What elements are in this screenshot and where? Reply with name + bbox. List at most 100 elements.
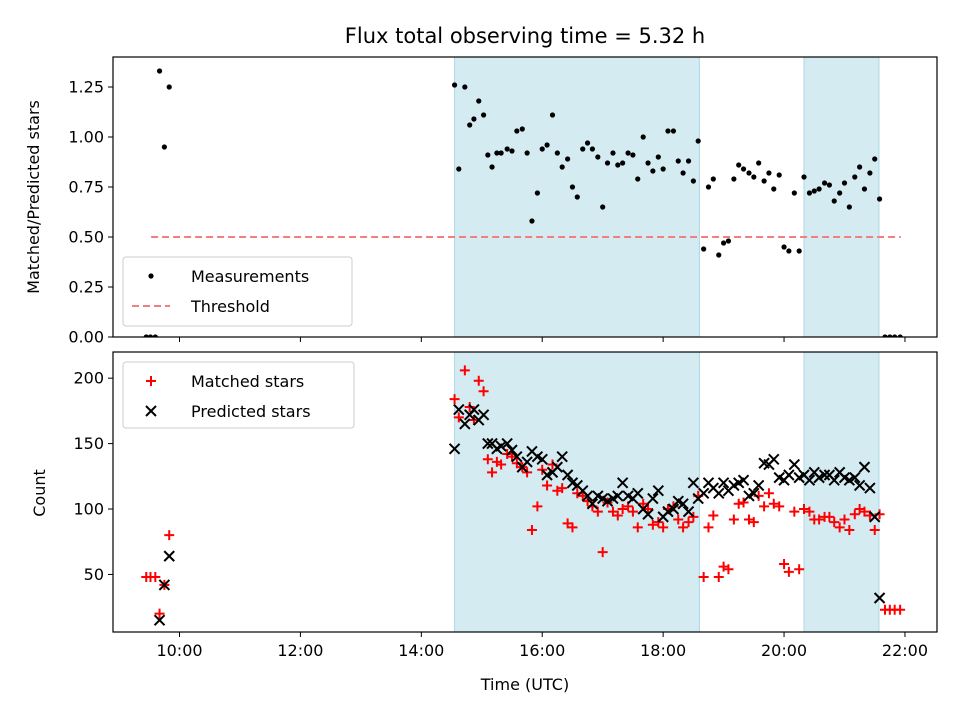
y-tick-label: 1.25	[68, 78, 104, 97]
measurements-point	[600, 204, 606, 210]
measurements-point	[685, 158, 692, 164]
predicted-stars-point	[642, 508, 654, 520]
observing-window-span	[803, 352, 880, 632]
predicted-stars-point	[511, 450, 523, 463]
bottom-panel: 50 100 150 200 10:00 12:00 14:00 16:00 18:00 20:0…	[73, 351, 938, 660]
matched-stars-point	[459, 365, 470, 376]
legend-label: Matched stars	[191, 372, 304, 391]
matched-stars-point	[834, 522, 845, 533]
measurements-point	[549, 112, 556, 118]
measurements-point	[509, 148, 515, 154]
measurements-point	[786, 248, 792, 254]
matched-stars-point	[526, 524, 537, 535]
legend-label: Measurements	[191, 267, 309, 286]
matched-stars-point	[673, 514, 684, 525]
measurements-point	[876, 196, 883, 202]
series-measurements	[143, 68, 903, 337]
measurements-point	[716, 252, 722, 258]
measurements-point	[761, 178, 767, 184]
measurements-point	[485, 152, 491, 158]
matched-stars-point	[688, 511, 699, 522]
predicted-stars-point	[864, 482, 876, 494]
predicted-stars-point	[482, 437, 494, 450]
predicted-stars-point	[632, 487, 644, 500]
measurements-point	[534, 190, 540, 196]
measurements-point	[665, 128, 671, 134]
predicted-stars-point	[158, 579, 171, 591]
measurements-point	[670, 128, 677, 134]
measurements-point	[615, 162, 621, 168]
measurements-point	[524, 150, 530, 156]
plot-area	[141, 352, 906, 632]
predicted-stars-point	[869, 511, 881, 523]
series-predicted-stars	[153, 403, 886, 626]
predicted-stars-point	[612, 490, 624, 502]
matched-stars-point	[577, 490, 588, 501]
measurements-point	[462, 84, 468, 90]
measurements-point	[494, 150, 500, 156]
measurements-point	[806, 190, 813, 196]
measurements-point	[498, 150, 504, 156]
measurements-point	[680, 170, 686, 176]
measurements-point	[640, 134, 646, 140]
matched-stars-point	[844, 524, 855, 535]
matched-stars-point	[542, 480, 553, 491]
measurements-point	[796, 248, 802, 254]
predicted-stars-point	[153, 614, 166, 626]
measurements-point	[554, 150, 560, 156]
measurements-point	[166, 84, 172, 90]
matched-stars-point	[728, 514, 739, 525]
matched-stars-point	[464, 401, 475, 412]
measurements-point	[791, 190, 797, 196]
matched-stars-point	[449, 394, 460, 405]
measurements-point	[816, 186, 822, 192]
matched-stars-point	[783, 566, 794, 577]
predicted-stars-point	[652, 484, 665, 497]
matched-stars-point	[698, 572, 709, 583]
predicted-stars-point	[677, 498, 689, 510]
measurements-point	[476, 98, 482, 104]
matched-stars-point	[597, 547, 608, 558]
matched-stars-point	[482, 454, 493, 465]
matched-stars-point	[532, 501, 543, 512]
measurements-point	[740, 166, 747, 172]
predicted-stars-point	[858, 461, 871, 473]
matched-stars-point	[632, 522, 643, 533]
measurements-point	[882, 334, 888, 337]
predicted-stars-point	[788, 458, 801, 471]
predicted-stars-point	[752, 479, 765, 492]
measurements-point	[565, 156, 571, 162]
predicted-stars-point	[667, 503, 680, 515]
measurements-point	[471, 116, 477, 122]
matched-stars-point	[869, 524, 880, 535]
measurements-point	[161, 144, 167, 150]
bottom-y-axis-label: Count	[30, 469, 49, 517]
predicted-stars-point	[459, 418, 471, 430]
predicted-stars-point	[737, 474, 750, 486]
y-tick-label: 200	[73, 369, 104, 388]
predicted-stars-point	[687, 477, 700, 489]
matched-stars-point	[473, 375, 484, 386]
predicted-stars-point	[163, 550, 175, 562]
predicted-stars-point	[468, 403, 480, 416]
predicted-stars-point	[768, 453, 780, 465]
matched-stars-point	[839, 514, 850, 525]
y-tick-label: 1.00	[68, 128, 104, 147]
measurements-point	[781, 244, 787, 250]
predicted-stars-point	[536, 453, 548, 465]
predicted-stars-point	[717, 477, 730, 489]
matched-stars-point	[814, 514, 825, 525]
predicted-stars-point	[506, 444, 518, 456]
measurements-point	[574, 194, 580, 200]
matched-stars-point	[627, 506, 638, 517]
matched-stars-point	[723, 564, 734, 575]
measurements-point	[584, 140, 591, 146]
legend: Matched stars Predicted stars	[122, 361, 355, 429]
predicted-stars-point	[682, 505, 695, 518]
legend-swatch	[148, 273, 154, 279]
matched-stars-point	[748, 517, 759, 528]
predicted-stars-point	[495, 440, 507, 452]
predicted-stars-point	[803, 474, 816, 486]
measurements-point	[846, 204, 852, 210]
